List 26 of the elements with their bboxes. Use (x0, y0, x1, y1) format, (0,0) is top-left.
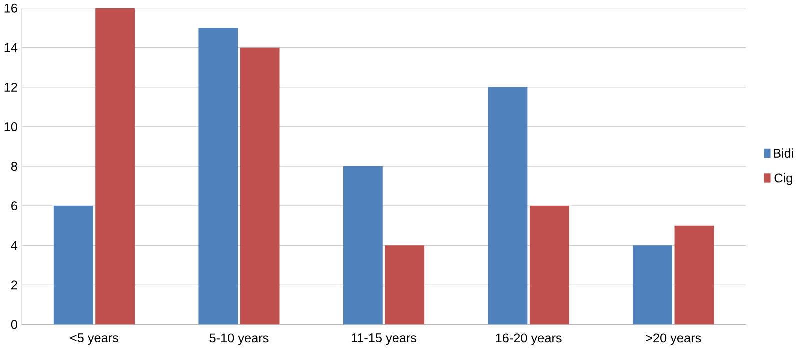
y-tick-label: 8 (11, 162, 18, 172)
y-tick-label: 14 (4, 44, 18, 52)
x-tick-label: 11-15 years (352, 334, 417, 346)
legend-label: Cig (774, 173, 792, 186)
x-tick-label: 5-10 years (210, 334, 269, 346)
bar (240, 48, 280, 325)
legend-label: Bidi (774, 148, 794, 158)
x-tick-label: 16-20 years (496, 334, 562, 346)
x-tick-label: <5 years (70, 334, 118, 346)
bar (488, 87, 528, 325)
bar (633, 246, 672, 325)
bar (385, 246, 425, 325)
y-tick-label: 4 (11, 241, 18, 250)
y-tick-label: 2 (12, 280, 18, 290)
bar (198, 28, 238, 325)
x-tick-label: >20 years (646, 334, 702, 346)
y-tick-label: 6 (12, 202, 18, 211)
bar (344, 166, 383, 325)
y-tick-label: 10 (4, 122, 18, 132)
bar (674, 226, 714, 325)
bar (530, 206, 570, 325)
y-tick-label: 16 (4, 4, 18, 13)
bar (96, 8, 135, 325)
y-tick-label: 0 (11, 320, 18, 330)
bar (54, 206, 94, 325)
y-tick-label: 12 (4, 83, 18, 92)
